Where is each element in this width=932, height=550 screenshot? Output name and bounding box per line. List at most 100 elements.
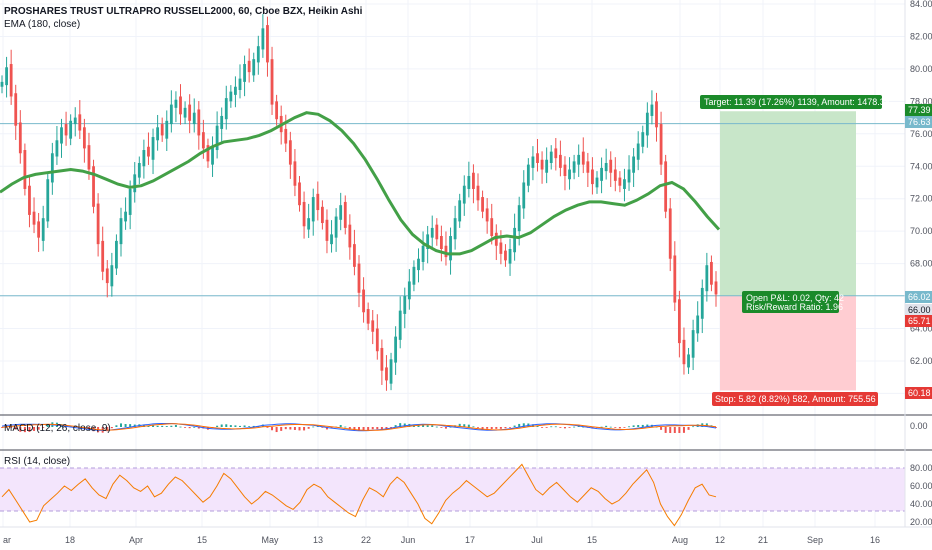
macd-histogram-bar [499, 427, 502, 429]
candle-body [531, 156, 535, 168]
price-axis-label: 82.00 [910, 31, 932, 41]
ema-line[interactable] [0, 111, 721, 256]
macd-histogram-bar [463, 424, 466, 427]
stop-label: Stop: 5.82 (8.82%) 582, Amount: 755.56 [715, 394, 876, 404]
candle-body [87, 145, 91, 170]
candle-body [284, 128, 288, 144]
candle-body [46, 179, 50, 222]
candle-body [261, 28, 265, 50]
candle-body [700, 287, 704, 319]
candle-body [55, 140, 59, 157]
macd-histogram-bar [358, 427, 360, 431]
candle-body [247, 60, 251, 73]
candle-body [110, 265, 114, 287]
candle-body [215, 125, 219, 151]
candle-body [73, 117, 77, 125]
price-tag [905, 304, 932, 316]
candle-body [462, 185, 466, 204]
macd-histogram-bar [179, 426, 182, 428]
macd-histogram-bar [495, 427, 498, 429]
candle-body [417, 258, 420, 271]
candle-body [600, 167, 603, 181]
candle-body [659, 124, 663, 165]
candle-body [142, 150, 146, 167]
candle-body [28, 185, 31, 215]
time-axis-label: ar [3, 535, 11, 545]
rsi-axis: 80.00 60.00 40.00 20.00 [910, 463, 932, 527]
macd-histogram-bar [444, 427, 447, 429]
macd-histogram-bar [1, 427, 3, 428]
macd-histogram-bar [156, 425, 159, 427]
candle-body [165, 120, 169, 139]
time-axis-label: 21 [758, 535, 768, 545]
macd-histogram-bar [568, 427, 571, 428]
macd-histogram-bar [435, 426, 438, 428]
candle-body [522, 182, 526, 209]
macd-histogram-bar [559, 427, 562, 428]
candle-body [453, 218, 457, 240]
candle-body [412, 266, 416, 285]
time-axis-label: Sep [807, 535, 823, 545]
pnl-box[interactable]: Open P&L: 0.02, Qty: 42 Risk/Reward Rati… [742, 291, 844, 313]
ema-legend: EMA (180, close) [4, 19, 80, 30]
macd-histogram-bar [692, 426, 695, 428]
target-zone[interactable] [720, 111, 856, 296]
candle-body [375, 328, 379, 352]
candle-body [50, 153, 54, 183]
candle-body [444, 245, 448, 258]
candle-body [220, 115, 224, 129]
candle-body [266, 25, 269, 63]
candle-body [476, 185, 480, 201]
candle-body [645, 112, 649, 136]
macd-histogram-bar [426, 425, 429, 427]
rsi-line[interactable] [1, 463, 717, 527]
target-box[interactable]: Target: 11.39 (17.26%) 1139, Amount: 147… [700, 95, 890, 109]
macd-histogram-bar [46, 424, 49, 427]
candle-body [211, 146, 214, 165]
candle-body [256, 46, 260, 63]
stop-box[interactable]: Stop: 5.82 (8.82%) 582, Amount: 755.56 [712, 392, 878, 406]
macd-histogram-bar [394, 425, 397, 427]
macd-histogram-bar [554, 426, 557, 428]
macd-histogram-bar [37, 427, 40, 430]
macd-histogram-bar [669, 427, 672, 433]
macd-histogram-bar [348, 427, 351, 429]
macd-histogram-bar [339, 425, 342, 427]
time-axis-label: Jun [401, 535, 416, 545]
risk-reward-label: Risk/Reward Ratio: 1.96 [746, 302, 843, 312]
candle-body [499, 242, 503, 254]
candles[interactable] [0, 14, 718, 391]
grid [0, 0, 905, 527]
macd-histogram-bar [28, 427, 31, 432]
macd-histogram-bar [486, 427, 489, 429]
candle-body [339, 205, 343, 220]
candle-body [407, 281, 411, 300]
macd-histogram-bar [271, 427, 274, 431]
macd-histogram-bar [293, 427, 296, 430]
macd-histogram-bar [399, 423, 402, 427]
candle-body [385, 367, 388, 381]
macd-histogram-bar [243, 425, 246, 427]
candle-body [613, 169, 617, 181]
time-axis-label: 17 [465, 535, 475, 545]
candle-body [577, 154, 581, 165]
candle-body [348, 224, 352, 248]
candle-body [380, 347, 384, 371]
candle-body [554, 148, 558, 159]
candle-body [664, 161, 668, 212]
macd-histogram-bar [380, 427, 383, 430]
macd-histogram-bar [165, 426, 168, 427]
time-axis[interactable]: ar 18 Apr 15 May 13 22 Jun 17 Jul 15 Aug 12 21 Sep 16 [3, 535, 880, 545]
signal-line [1, 423, 717, 431]
candle-body [156, 127, 160, 141]
macd-histogram-bar [248, 426, 251, 427]
macd-panel[interactable] [1, 422, 717, 433]
macd-histogram-bar [541, 427, 544, 428]
candle-body [101, 240, 105, 272]
macd-histogram-bar [193, 426, 196, 428]
candle-body [618, 177, 622, 186]
candle-body [151, 137, 155, 160]
macd-histogram-bar [316, 426, 319, 427]
candle-body [714, 281, 718, 295]
